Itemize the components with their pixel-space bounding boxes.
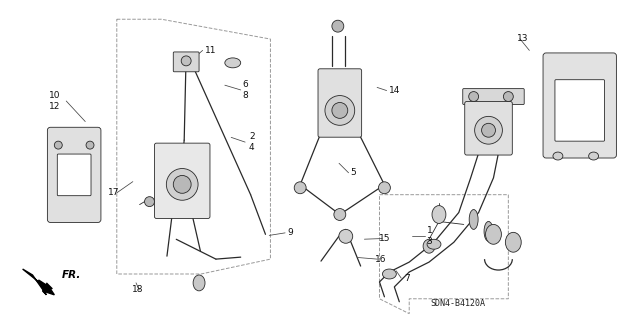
Text: 13: 13 [517, 34, 529, 43]
Circle shape [332, 20, 344, 32]
Text: 16: 16 [374, 255, 386, 263]
Circle shape [294, 182, 306, 194]
Text: 11: 11 [205, 46, 216, 55]
Text: 14: 14 [388, 86, 400, 95]
Circle shape [475, 116, 502, 144]
Text: FR.: FR. [62, 270, 82, 280]
FancyBboxPatch shape [543, 53, 616, 158]
Circle shape [173, 175, 191, 193]
Ellipse shape [423, 239, 435, 253]
FancyBboxPatch shape [555, 80, 605, 141]
Text: 15: 15 [379, 234, 390, 243]
Circle shape [325, 96, 355, 125]
Circle shape [86, 141, 94, 149]
Circle shape [54, 141, 62, 149]
Ellipse shape [486, 225, 501, 244]
Text: 5: 5 [351, 168, 356, 177]
Text: 10
12: 10 12 [49, 91, 61, 111]
Ellipse shape [484, 221, 493, 241]
FancyBboxPatch shape [173, 52, 199, 72]
FancyBboxPatch shape [465, 101, 512, 155]
Circle shape [481, 123, 495, 137]
Ellipse shape [432, 205, 446, 223]
Text: 6
8: 6 8 [243, 80, 248, 100]
Text: 9: 9 [287, 228, 292, 237]
Circle shape [145, 197, 154, 207]
Ellipse shape [469, 210, 478, 229]
Circle shape [504, 92, 513, 101]
Circle shape [166, 168, 198, 200]
Circle shape [468, 92, 479, 101]
FancyBboxPatch shape [154, 143, 210, 219]
Ellipse shape [427, 239, 441, 249]
Ellipse shape [383, 269, 396, 279]
Text: 17: 17 [108, 188, 120, 197]
Text: 2
4: 2 4 [249, 132, 255, 152]
FancyBboxPatch shape [47, 127, 101, 222]
Circle shape [378, 182, 390, 194]
Text: SDN4-B4120A: SDN4-B4120A [431, 299, 486, 308]
Ellipse shape [193, 275, 205, 291]
Ellipse shape [506, 232, 521, 252]
FancyBboxPatch shape [318, 69, 362, 137]
Ellipse shape [553, 152, 563, 160]
Circle shape [339, 229, 353, 243]
Polygon shape [22, 269, 54, 295]
Circle shape [334, 209, 346, 220]
FancyBboxPatch shape [463, 89, 524, 105]
Ellipse shape [225, 58, 241, 68]
Circle shape [181, 56, 191, 66]
Text: 1
3: 1 3 [427, 226, 433, 246]
FancyBboxPatch shape [58, 154, 91, 196]
Text: 7: 7 [404, 274, 410, 283]
Text: 18: 18 [132, 285, 143, 294]
Circle shape [332, 102, 348, 118]
Ellipse shape [589, 152, 598, 160]
